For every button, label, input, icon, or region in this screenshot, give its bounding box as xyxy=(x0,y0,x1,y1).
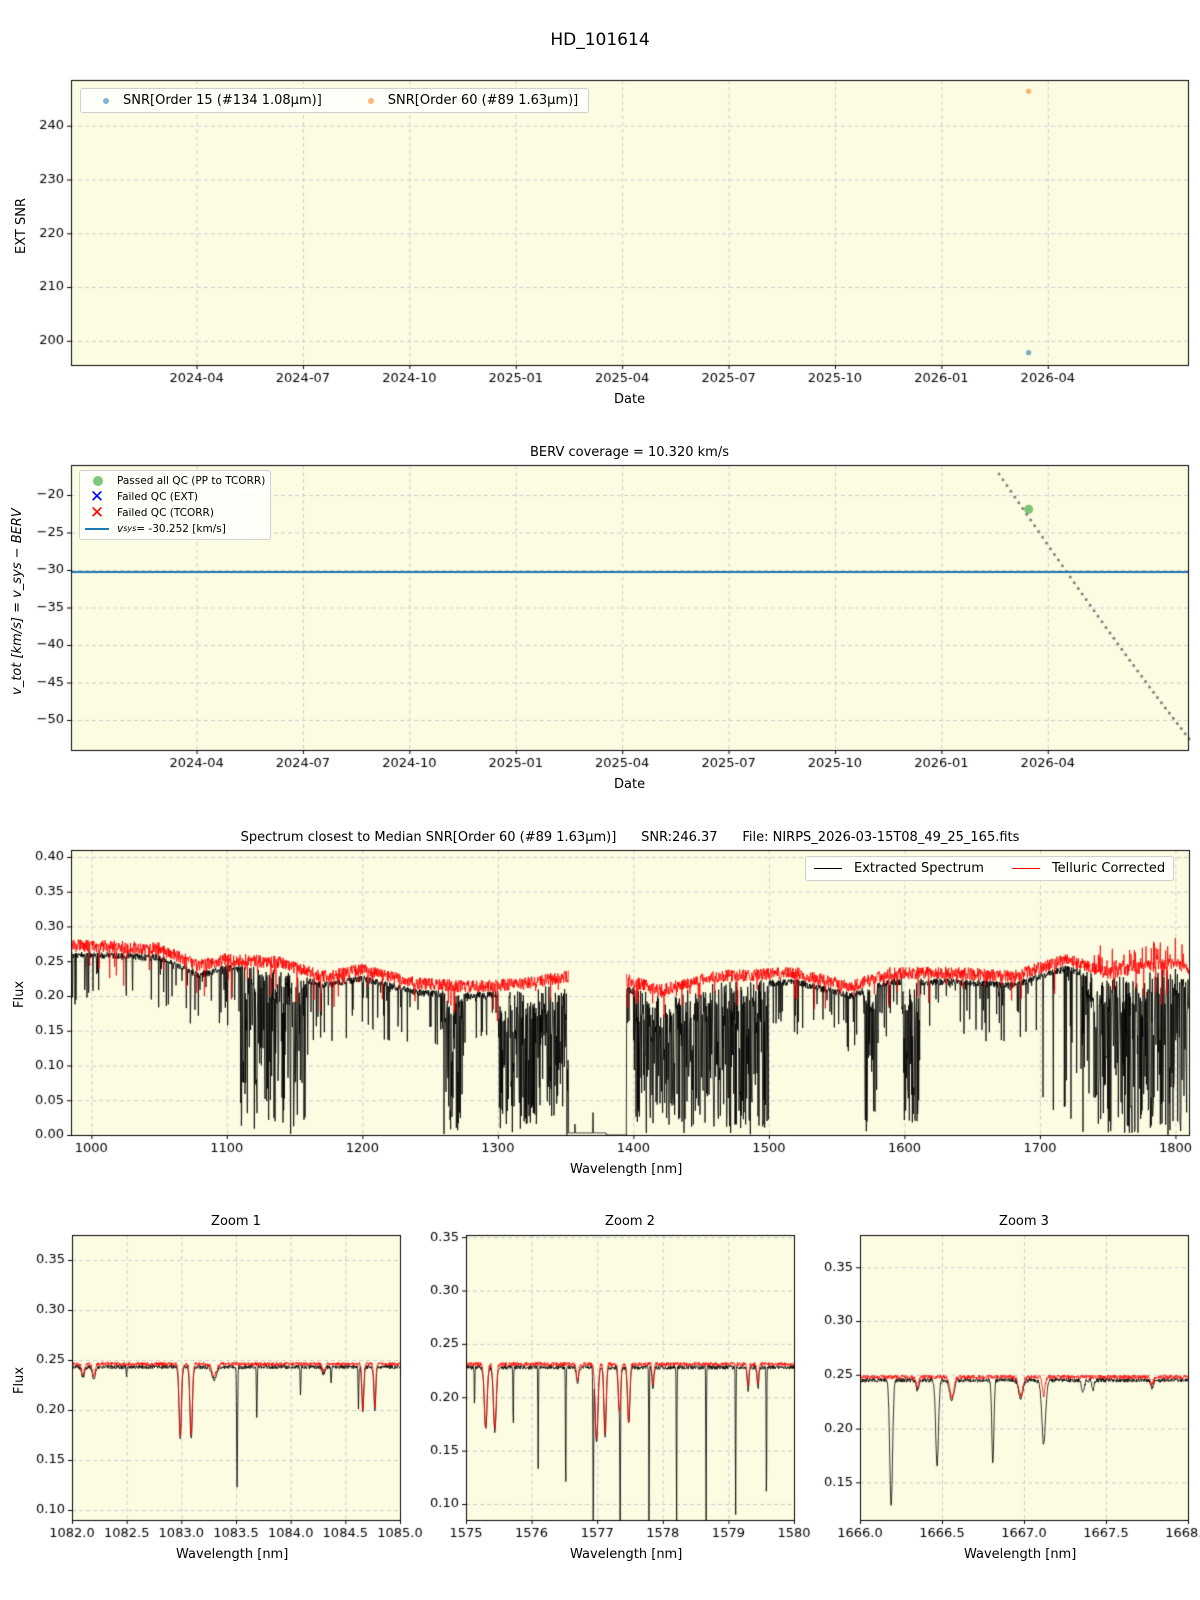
legend-entry-telluric: Telluric Corrected xyxy=(1011,861,1166,876)
snr-legend: SNR[Order 15 (#134 1.08μm)] SNR[Order 60… xyxy=(80,88,590,113)
zoom1-y-axis-label: Flux xyxy=(12,1366,27,1394)
legend-label: SNR[Order 60 (#89 1.63μm)] xyxy=(387,93,579,108)
legend-label-rest: = -30.252 [km/s] xyxy=(136,523,226,535)
zoom2-title: Zoom 2 xyxy=(605,1214,655,1229)
blue-x-icon: ✕ xyxy=(89,487,105,507)
legend-label-v: v xyxy=(117,523,124,535)
circle-marker-icon xyxy=(367,97,374,104)
red-x-icon: ✕ xyxy=(89,503,105,523)
red-line-icon xyxy=(1011,868,1040,869)
berv-legend: Passed all QC (PP to TCORR) ✕ Failed QC … xyxy=(79,470,272,540)
legend-entry-failed-tcorr: ✕ Failed QC (TCORR) xyxy=(85,503,265,523)
zoom1-title: Zoom 1 xyxy=(211,1214,261,1229)
snr-legend-entry-order60: SNR[Order 60 (#89 1.63μm)] xyxy=(356,93,579,108)
line-marker-icon xyxy=(85,528,109,530)
black-line-icon xyxy=(814,868,842,869)
legend-label: Failed QC (TCORR) xyxy=(117,507,214,519)
legend-label-sub: sys xyxy=(123,524,137,533)
snr-legend-entry-order15: SNR[Order 15 (#134 1.08μm)] xyxy=(91,93,322,108)
legend-label: Failed QC (EXT) xyxy=(117,491,198,503)
legend-label: Passed all QC (PP to TCORR) xyxy=(117,475,266,487)
green-circle-icon xyxy=(93,476,103,486)
snr-y-axis-label: EXT SNR xyxy=(14,198,29,254)
legend-label: SNR[Order 15 (#134 1.08μm)] xyxy=(123,93,322,108)
zoom3-title: Zoom 3 xyxy=(999,1214,1049,1229)
spectrum-title: Spectrum closest to Median SNR[Order 60 … xyxy=(240,830,1020,845)
legend-label: Extracted Spectrum xyxy=(854,861,984,876)
berv-title: BERV coverage = 10.320 km/s xyxy=(530,445,729,460)
spectrum-legend: Extracted Spectrum Telluric Corrected xyxy=(805,856,1175,881)
berv-y-axis-label: v_tot [km/s] = v_sys − BERV xyxy=(10,508,25,695)
zoom1-x-axis-label: Wavelength [nm] xyxy=(176,1547,289,1562)
berv-x-axis-label: Date xyxy=(614,777,646,792)
zoom2-x-axis-label: Wavelength [nm] xyxy=(570,1547,683,1562)
legend-entry-failed-ext: ✕ Failed QC (EXT) xyxy=(85,487,265,507)
spectrum-x-axis-label: Wavelength [nm] xyxy=(570,1162,683,1177)
circle-marker-icon xyxy=(103,97,109,104)
legend-entry-vsys: v sys = -30.252 [km/s] xyxy=(85,521,265,537)
zoom3-x-axis-label: Wavelength [nm] xyxy=(964,1547,1077,1562)
spectrum-y-axis-label: Flux xyxy=(12,980,27,1008)
legend-entry-extracted: Extracted Spectrum xyxy=(814,861,984,876)
legend-entry-passed: Passed all QC (PP to TCORR) xyxy=(85,473,265,489)
snr-x-axis-label: Date xyxy=(614,392,646,407)
legend-label: Telluric Corrected xyxy=(1051,861,1166,876)
